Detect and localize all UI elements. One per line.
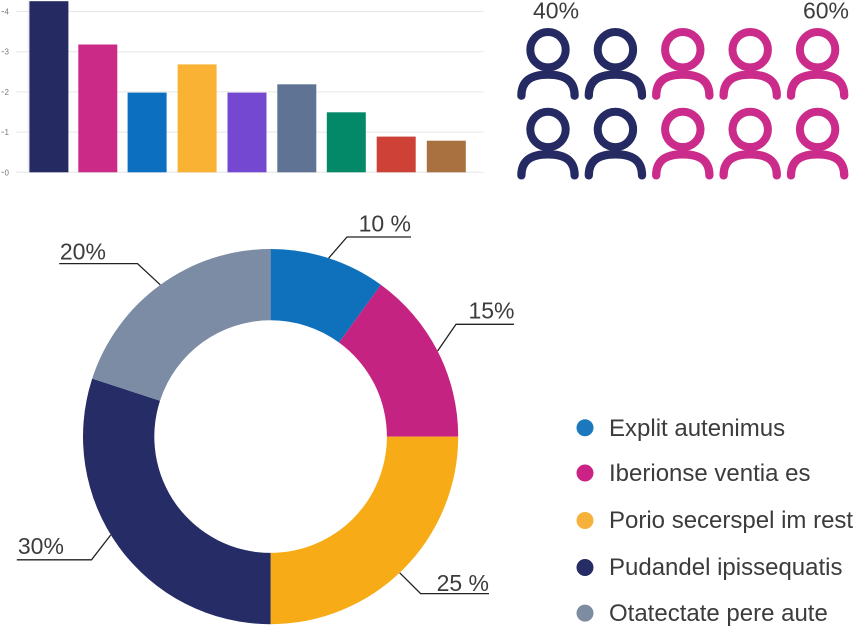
svg-text:Iberionse ventia es: Iberionse ventia es [609,460,810,487]
svg-text:2: 2 [5,88,10,97]
svg-text:20%: 20% [60,239,106,265]
svg-text:Otatectate pere aute: Otatectate pere aute [609,600,828,627]
svg-text:1: 1 [5,128,10,137]
svg-text:4: 4 [5,8,10,17]
svg-text:60%: 60% [803,0,849,24]
svg-text:3: 3 [5,48,10,57]
svg-text:Explit autenimus: Explit autenimus [609,415,785,442]
svg-text:Pudandel ipissequatis: Pudandel ipissequatis [609,554,843,581]
svg-text:30%: 30% [18,533,64,559]
svg-text:25 %: 25 % [437,570,489,596]
svg-text:15%: 15% [468,298,514,324]
svg-text:10 %: 10 % [359,210,411,236]
svg-text:Porio secerspel im rest: Porio secerspel im rest [609,507,853,534]
svg-text:0: 0 [5,168,10,177]
svg-text:40%: 40% [533,0,579,24]
